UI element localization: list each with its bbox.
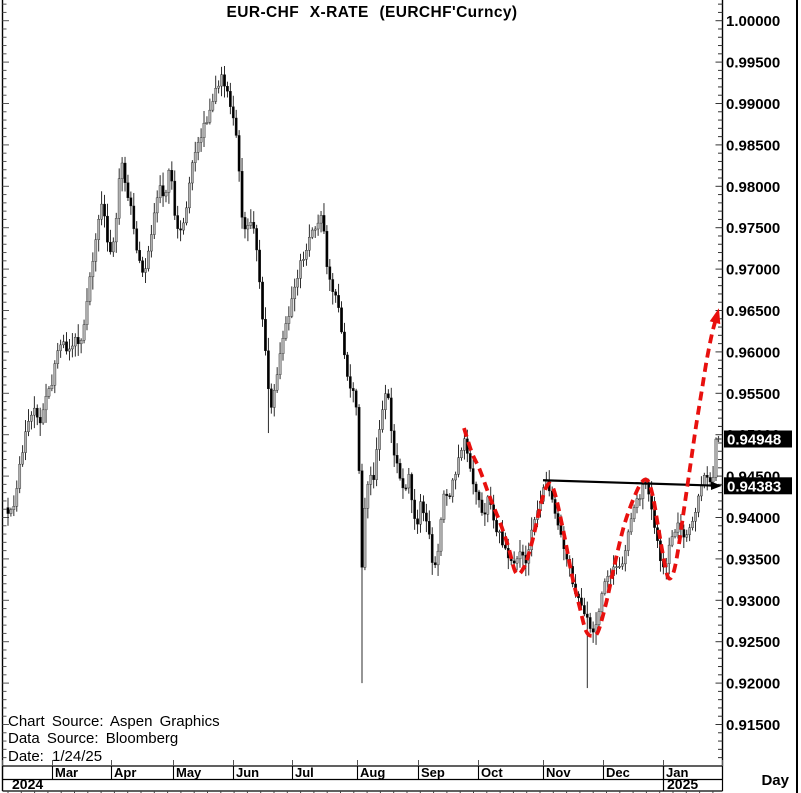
y-tick-label: 0.98000 (726, 179, 780, 196)
y-axis-ticks (2, 3, 723, 759)
y-tick-label: 0.95500 (726, 386, 780, 403)
red-wave-annotation (462, 308, 721, 638)
y-tick-label: 0.93000 (726, 593, 780, 610)
trendline-segment (542, 479, 714, 487)
month-label-nov: Nov (546, 765, 571, 780)
month-label-aug: Aug (360, 765, 385, 780)
month-label-jan: Jan (666, 765, 688, 780)
last-price-flag: 0.94948 (724, 430, 792, 449)
y-tick-label: 0.99000 (726, 96, 780, 113)
y-tick-label: 0.92000 (726, 676, 780, 693)
month-label-apr: Apr (114, 765, 136, 780)
y-tick-label: 0.96000 (726, 344, 780, 361)
y-tick-label: 0.99500 (726, 55, 780, 72)
date-label: Date: (8, 748, 44, 765)
y-tick-label: 0.91500 (726, 717, 780, 734)
red-arrowhead (709, 308, 721, 325)
trendline-price-flag-bg (724, 477, 792, 495)
x-axis-unit-label: Day (761, 772, 789, 789)
y-tick-label: 0.96500 (726, 303, 780, 320)
last-price-marker (715, 436, 722, 443)
chart-title: EUR-CHF X-RATE (EURCHF'Curncy) (227, 4, 518, 21)
trendline (542, 479, 722, 490)
y-tick-label: 0.97000 (726, 262, 780, 279)
date-value: 1/24/25 (52, 748, 102, 765)
month-label-sep: Sep (421, 765, 445, 780)
y-tick-label: 0.97500 (726, 220, 780, 237)
footer: Chart Source: Aspen Graphics Data Source… (8, 713, 220, 765)
month-label-oct: Oct (481, 765, 503, 780)
chart-source-text: Chart Source: Aspen Graphics (8, 713, 220, 730)
y-tick-label: 0.94000 (726, 510, 780, 527)
month-label-jun: Jun (236, 765, 259, 780)
trendline-price-flag-text: 0.94383 (727, 478, 781, 495)
year-2025-label: 2025 (667, 776, 698, 792)
y-tick-label: 0.92500 (726, 634, 780, 651)
last-price-flag-text: 0.94948 (727, 432, 781, 449)
trendline-price-flag: 0.94383 (724, 477, 792, 495)
last-price-flag-bg (724, 430, 792, 448)
year-2024-label: 2024 (12, 776, 43, 792)
x-axis: Mar Apr May Jun Jul Aug Sep Oct Nov Dec Jan (1, 760, 724, 793)
y-axis-labels: 1.00000 0.99500 0.99000 0.98500 0.98000 0.975… (726, 13, 780, 734)
y-tick-label: 1.00000 (726, 13, 780, 30)
month-label-jul: Jul (295, 765, 314, 780)
month-label-mar: Mar (55, 765, 78, 780)
month-label-may: May (176, 765, 202, 780)
trendline-arrowhead (711, 481, 722, 490)
y-tick-label: 0.98500 (726, 137, 780, 154)
red-dashed-curve (462, 318, 718, 638)
candlestick-series (6, 65, 718, 689)
month-label-dec: Dec (606, 765, 630, 780)
y-tick-label: 0.93500 (726, 551, 780, 568)
data-source-text: Data Source: Bloomberg (8, 730, 178, 747)
